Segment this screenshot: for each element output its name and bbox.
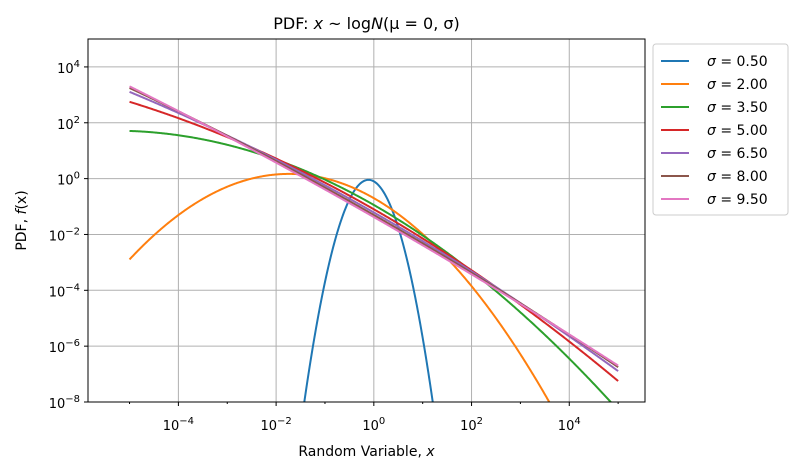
legend-label: σ = 6.50 [707, 146, 768, 162]
plot-frame [87, 38, 646, 403]
x-tick-label: 10−4 [163, 416, 194, 434]
legend-box [652, 43, 789, 216]
series-lines [128, 85, 619, 402]
series-line-sigma-5 [129, 100, 619, 382]
x-tick-label: 104 [558, 416, 581, 434]
y-tick-label: 10−6 [49, 338, 80, 356]
y-tick-label: 10−8 [49, 394, 80, 412]
legend-label: σ = 3.50 [707, 100, 768, 116]
series-line-sigma-9.5 [129, 85, 619, 367]
legend-label: σ = 0.50 [707, 54, 768, 70]
y-axis-label: PDF, f(x) [14, 190, 30, 250]
series-line-sigma-0.5 [303, 178, 434, 402]
series-line-sigma-2 [128, 172, 551, 402]
chart-title: PDF: x ~ logN(μ = 0, σ) [273, 14, 460, 33]
y-tick-label: 10−2 [49, 226, 80, 244]
legend: σ = 0.50 σ = 2.00 σ = 3.50 σ = 5.00 σ = 6.50… [652, 43, 789, 216]
y-tick-label: 100 [57, 171, 80, 189]
legend-label: σ = 8.00 [707, 169, 768, 185]
legend-label: σ = 2.00 [707, 77, 768, 93]
legend-label: σ = 5.00 [707, 123, 768, 139]
x-tick-label: 10−2 [260, 416, 291, 434]
y-tick-label: 104 [57, 59, 80, 77]
x-tick-label: 102 [460, 416, 483, 434]
y-tick-label: 10−4 [49, 282, 80, 300]
y-tick-label: 102 [57, 115, 80, 133]
x-axis-label: Random Variable, x [298, 444, 435, 460]
legend-label: σ = 9.50 [707, 192, 768, 208]
series-line-sigma-3.5 [129, 129, 613, 402]
x-tick-label: 100 [362, 416, 385, 434]
axis-ticks: 10−4 10−2 100 102 104 104 102 100 10−2 10−4 10−6 10… [49, 59, 619, 434]
